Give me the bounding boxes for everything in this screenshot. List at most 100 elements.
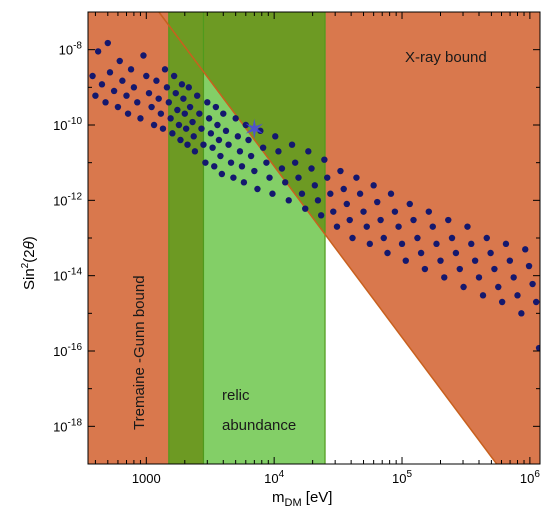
- data-point-65: [230, 174, 237, 181]
- y-tick-label-4: 10-16: [53, 342, 82, 359]
- data-point-2: [94, 48, 102, 55]
- x-ray-boundary-line: [158, 12, 498, 464]
- data-point-37: [180, 95, 187, 102]
- data-point-28: [165, 99, 173, 106]
- data-point-13: [127, 66, 135, 73]
- data-point-154: [532, 298, 540, 306]
- data-point-58: [215, 136, 223, 144]
- data-point-12: [124, 110, 132, 117]
- data-point-66: [232, 115, 239, 122]
- data-point-109: [363, 223, 370, 230]
- data-point-82: [275, 148, 282, 155]
- data-point-91: [305, 148, 312, 155]
- data-point-115: [384, 249, 391, 257]
- data-point-14: [130, 84, 138, 91]
- data-point-122: [410, 216, 417, 224]
- data-point-93: [311, 182, 319, 189]
- data-point-48: [198, 125, 205, 132]
- data-point-75: [254, 185, 261, 193]
- data-point-27: [163, 84, 171, 91]
- data-point-136: [464, 223, 471, 230]
- data-point-112: [374, 198, 381, 206]
- data-point-124: [417, 249, 425, 257]
- data-point-141: [483, 234, 490, 242]
- data-point-87: [291, 159, 299, 166]
- data-point-46: [193, 92, 201, 99]
- data-point-39: [182, 125, 190, 132]
- data-point-81: [272, 133, 279, 140]
- data-point-103: [343, 200, 351, 208]
- data-point-31: [170, 72, 178, 80]
- highlight-star: [245, 118, 264, 139]
- data-point-3: [98, 81, 106, 88]
- data-point-111: [370, 182, 377, 189]
- data-point-127: [429, 223, 436, 230]
- relic-abundance-dark-band: [168, 12, 204, 464]
- data-point-113: [377, 216, 384, 224]
- data-point-30: [169, 130, 176, 137]
- data-point-6: [106, 69, 114, 76]
- data-point-147: [506, 257, 514, 264]
- data-point-61: [220, 110, 227, 117]
- data-point-133: [452, 249, 460, 257]
- data-point-54: [209, 144, 216, 151]
- data-point-119: [398, 240, 406, 248]
- data-point-53: [207, 130, 215, 137]
- data-point-116: [387, 190, 395, 197]
- plot-area: [88, 12, 540, 464]
- data-point-101: [337, 167, 344, 175]
- data-point-1: [92, 92, 99, 99]
- data-point-108: [360, 208, 367, 215]
- data-point-126: [425, 208, 433, 215]
- data-point-17: [140, 52, 147, 59]
- data-point-85: [285, 197, 292, 204]
- data-point-142: [487, 249, 494, 257]
- data-point-21: [150, 121, 158, 129]
- data-point-130: [441, 274, 448, 281]
- data-point-146: [502, 240, 510, 248]
- x-tick-label-3: 106: [520, 469, 540, 486]
- data-point-41: [185, 84, 193, 91]
- data-point-9: [116, 57, 123, 65]
- data-point-97: [324, 174, 331, 181]
- data-point-19: [145, 89, 153, 97]
- data-point-44: [190, 133, 197, 140]
- data-point-110: [366, 240, 374, 248]
- x-tick-label-2: 105: [392, 469, 412, 486]
- data-point-0: [89, 72, 96, 80]
- data-point-20: [148, 103, 155, 111]
- data-point-88: [295, 174, 302, 181]
- data-point-89: [298, 190, 306, 197]
- y-tick-label-3: 10-14: [53, 267, 82, 284]
- data-point-76: [257, 127, 264, 135]
- data-point-8: [114, 103, 122, 111]
- data-point-149: [514, 292, 521, 299]
- data-point-63: [225, 141, 232, 148]
- data-point-68: [236, 148, 244, 155]
- data-point-134: [456, 265, 463, 273]
- data-point-67: [234, 133, 242, 140]
- data-point-106: [353, 174, 360, 181]
- data-point-143: [491, 265, 498, 273]
- data-point-128: [433, 240, 440, 248]
- scatter-points: [89, 39, 540, 352]
- data-point-43: [189, 118, 196, 126]
- data-point-70: [240, 179, 248, 186]
- data-point-35: [177, 136, 184, 144]
- data-point-55: [211, 163, 218, 170]
- x-tick-label-0: 1000: [132, 471, 161, 486]
- data-point-34: [175, 121, 183, 129]
- data-point-138: [471, 257, 479, 264]
- data-point-71: [242, 121, 249, 129]
- data-point-150: [518, 310, 525, 317]
- data-point-45: [191, 148, 199, 155]
- y-axis-title: Sin2(2θ): [20, 236, 38, 290]
- data-point-51: [204, 99, 211, 106]
- data-point-52: [205, 115, 213, 122]
- axis-ticks: 1000 104 105 106 10-8 10-10 10-12 10-14 10-16 10-…: [53, 11, 540, 486]
- y-tick-label-5: 10-18: [53, 417, 82, 434]
- data-point-92: [308, 165, 315, 172]
- x-tick-label-1: 104: [264, 469, 284, 486]
- data-point-16: [137, 115, 144, 122]
- data-point-62: [222, 127, 230, 135]
